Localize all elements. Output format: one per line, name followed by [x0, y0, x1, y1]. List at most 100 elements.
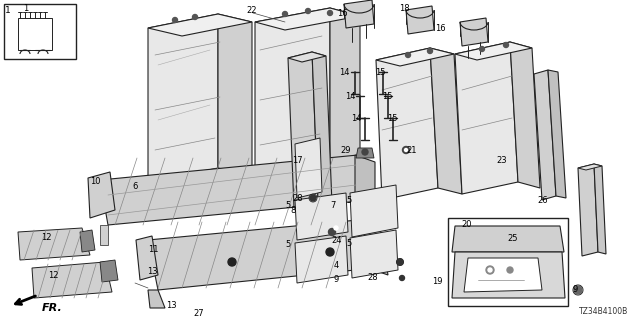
Polygon shape — [358, 220, 388, 275]
Text: 8: 8 — [291, 205, 296, 214]
Text: TZ34B4100B: TZ34B4100B — [579, 307, 628, 316]
Circle shape — [282, 12, 287, 17]
Polygon shape — [148, 14, 252, 36]
Polygon shape — [344, 0, 374, 28]
Text: 17: 17 — [292, 156, 302, 164]
Polygon shape — [88, 172, 115, 218]
Polygon shape — [32, 262, 112, 298]
Circle shape — [488, 268, 492, 272]
Polygon shape — [100, 225, 108, 245]
Text: 26: 26 — [538, 196, 548, 204]
Text: 27: 27 — [194, 308, 204, 317]
Polygon shape — [350, 185, 398, 237]
Polygon shape — [80, 230, 95, 252]
Polygon shape — [148, 14, 218, 182]
Polygon shape — [376, 48, 438, 200]
Polygon shape — [406, 6, 434, 34]
Polygon shape — [218, 14, 252, 176]
Text: 5: 5 — [285, 201, 291, 210]
Circle shape — [486, 266, 494, 274]
Text: 19: 19 — [432, 277, 442, 286]
Circle shape — [228, 258, 236, 266]
Polygon shape — [136, 236, 158, 280]
Text: 5: 5 — [346, 196, 351, 204]
Polygon shape — [452, 252, 565, 298]
Circle shape — [504, 43, 509, 47]
Bar — [4, 4, 76, 59]
Polygon shape — [18, 228, 90, 260]
Circle shape — [326, 248, 334, 256]
Text: 23: 23 — [497, 156, 508, 164]
Circle shape — [334, 226, 338, 230]
Circle shape — [479, 46, 484, 52]
Text: 6: 6 — [132, 181, 138, 190]
Circle shape — [397, 259, 403, 265]
Polygon shape — [295, 138, 322, 198]
Circle shape — [574, 286, 582, 294]
Text: 14: 14 — [339, 68, 349, 76]
Text: 28: 28 — [368, 274, 378, 283]
Text: 1: 1 — [24, 4, 29, 12]
Polygon shape — [430, 48, 462, 194]
Polygon shape — [455, 42, 532, 60]
Text: 11: 11 — [148, 244, 158, 253]
Text: 24: 24 — [332, 236, 342, 244]
Polygon shape — [148, 220, 375, 290]
Circle shape — [403, 147, 410, 154]
Text: 18: 18 — [399, 4, 410, 12]
Text: 15: 15 — [381, 92, 392, 100]
Circle shape — [507, 267, 513, 273]
Circle shape — [193, 14, 198, 20]
Polygon shape — [594, 164, 606, 254]
Text: 13: 13 — [166, 300, 176, 309]
Circle shape — [399, 276, 404, 281]
Text: 15: 15 — [375, 68, 385, 76]
Text: 20: 20 — [461, 220, 472, 228]
Text: 15: 15 — [387, 114, 397, 123]
Polygon shape — [376, 48, 454, 66]
Polygon shape — [148, 290, 165, 308]
Circle shape — [406, 52, 410, 58]
Polygon shape — [355, 155, 375, 218]
Polygon shape — [255, 8, 360, 30]
Text: 16: 16 — [435, 23, 445, 33]
Circle shape — [428, 49, 433, 53]
Polygon shape — [288, 52, 326, 62]
Text: 12: 12 — [41, 233, 51, 242]
Polygon shape — [356, 148, 374, 158]
Text: 16: 16 — [337, 9, 348, 18]
Text: 13: 13 — [147, 268, 157, 276]
Text: 7: 7 — [330, 201, 336, 210]
Circle shape — [362, 149, 368, 155]
Text: 4: 4 — [333, 260, 339, 269]
Text: 5: 5 — [285, 239, 291, 249]
Polygon shape — [460, 18, 488, 46]
Text: 14: 14 — [351, 114, 361, 123]
Text: 21: 21 — [407, 146, 417, 155]
Polygon shape — [18, 18, 52, 50]
Polygon shape — [288, 52, 318, 208]
Polygon shape — [464, 258, 542, 292]
Polygon shape — [455, 42, 518, 194]
Text: 12: 12 — [48, 271, 58, 281]
Polygon shape — [510, 42, 540, 188]
Text: 14: 14 — [345, 92, 355, 100]
Polygon shape — [350, 230, 398, 278]
Polygon shape — [295, 193, 348, 240]
Polygon shape — [578, 164, 598, 256]
Polygon shape — [578, 164, 602, 170]
Polygon shape — [330, 8, 360, 170]
Polygon shape — [100, 260, 118, 282]
Text: 1: 1 — [5, 5, 11, 14]
Text: FR.: FR. — [42, 303, 63, 313]
Text: 5: 5 — [346, 238, 351, 247]
Bar — [448, 218, 568, 306]
Polygon shape — [548, 70, 566, 198]
Text: 9: 9 — [333, 276, 339, 284]
Polygon shape — [452, 226, 564, 252]
Polygon shape — [255, 8, 330, 176]
Text: 25: 25 — [508, 234, 518, 243]
Circle shape — [310, 195, 316, 201]
Polygon shape — [534, 70, 556, 200]
Polygon shape — [295, 236, 348, 283]
